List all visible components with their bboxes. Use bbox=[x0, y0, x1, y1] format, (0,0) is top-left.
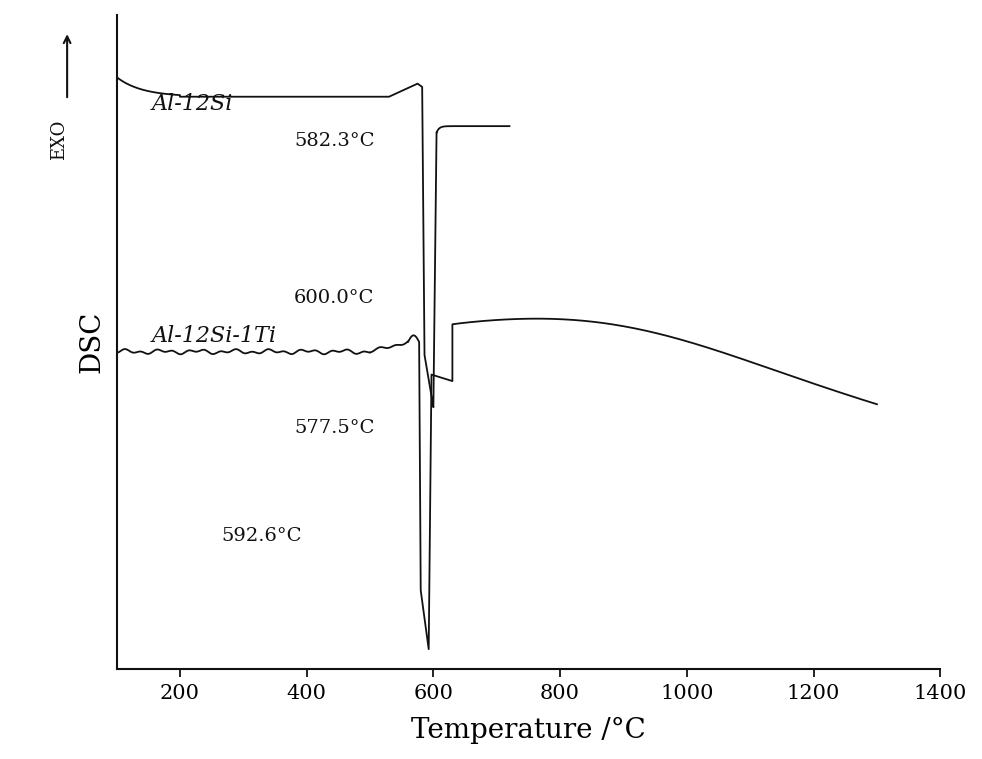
Text: Al-12Si: Al-12Si bbox=[151, 93, 233, 115]
Text: 577.5°C: 577.5°C bbox=[294, 420, 374, 437]
Text: 582.3°C: 582.3°C bbox=[294, 132, 374, 150]
Text: 592.6°C: 592.6°C bbox=[221, 528, 301, 545]
Text: 600.0°C: 600.0°C bbox=[294, 288, 374, 307]
X-axis label: Temperature /°C: Temperature /°C bbox=[411, 717, 646, 744]
Text: EXO: EXO bbox=[50, 120, 68, 160]
Y-axis label: DSC: DSC bbox=[79, 310, 105, 373]
Text: Al-12Si-1Ti: Al-12Si-1Ti bbox=[151, 325, 276, 347]
